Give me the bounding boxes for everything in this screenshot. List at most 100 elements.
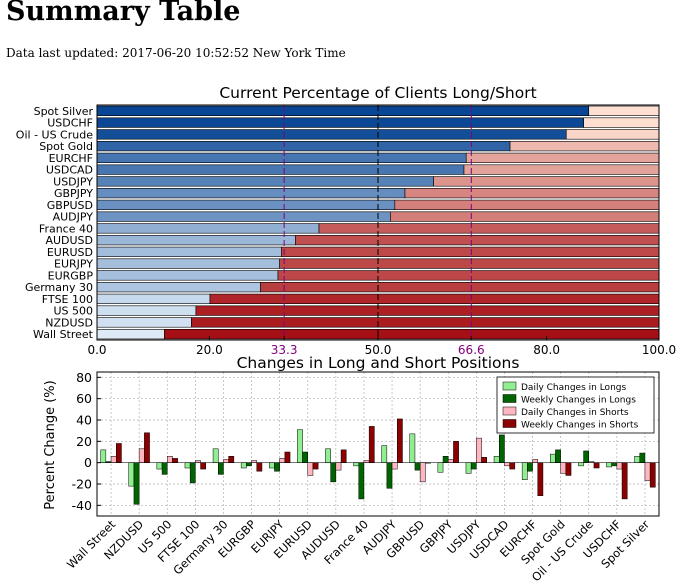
- category-label: GBPUSD: [47, 199, 93, 212]
- short-bar: [195, 305, 660, 316]
- x-tick-label: 50.0: [365, 343, 392, 357]
- change-bar: [312, 462, 319, 470]
- change-bar: [565, 462, 572, 476]
- change-bar: [611, 462, 618, 467]
- change-bar: [240, 462, 247, 469]
- long-bar: [96, 211, 391, 222]
- x-tick-label: 0.0: [87, 343, 106, 357]
- change-bar: [481, 457, 487, 463]
- long-bar: [96, 152, 467, 163]
- change-bar: [246, 462, 252, 467]
- change-bar: [593, 462, 600, 469]
- long-bar: [96, 199, 396, 210]
- change-bar: [639, 452, 646, 463]
- change-bar: [509, 462, 516, 470]
- change-bar: [307, 462, 314, 476]
- legend-swatch: [502, 419, 517, 428]
- legend-swatch: [502, 406, 517, 416]
- change-bar: [172, 458, 178, 463]
- positioning-x-ticks: 0.0 20.0 33.3 50.0 66.6 80.0 100.0: [87, 336, 676, 357]
- category-label: AUDJPY: [53, 211, 94, 224]
- long-bar: [96, 293, 211, 304]
- y-tick-label: 40: [76, 413, 92, 428]
- short-bar: [277, 270, 660, 281]
- x-tick-label: 100.0: [642, 343, 676, 357]
- positioning-chart: Current Percentage of Clients Long/Short…: [16, 84, 676, 357]
- changes-plot-frame: [96, 371, 660, 517]
- change-bar: [325, 448, 331, 463]
- long-bar: [96, 329, 165, 340]
- page-title: Summary Table: [6, 0, 241, 27]
- long-bar: [96, 117, 584, 128]
- change-bar: [358, 462, 365, 500]
- legend-label: Weekly Changes in Shorts: [521, 421, 639, 431]
- category-label: Wall Street: [33, 328, 94, 341]
- x-tick-label: 20.0: [196, 343, 223, 357]
- change-bar: [493, 456, 500, 463]
- legend-label: Daily Changes in Shorts: [521, 408, 629, 418]
- y-tick-label: 80: [76, 370, 92, 385]
- short-bar: [164, 329, 660, 340]
- change-bar: [537, 462, 544, 496]
- category-label: USDCAD: [46, 164, 93, 177]
- long-bar: [96, 270, 279, 281]
- short-bar: [318, 223, 660, 234]
- change-bar: [583, 450, 589, 463]
- y-tick-label: -40: [72, 498, 92, 513]
- change-bar: [138, 448, 145, 463]
- changes-bars: [97, 418, 659, 505]
- long-bar: [96, 305, 197, 316]
- short-bar: [279, 258, 660, 269]
- short-bar: [394, 199, 660, 210]
- y-tick-label: 60: [76, 391, 92, 406]
- change-bar: [504, 462, 510, 467]
- change-bar: [397, 418, 403, 463]
- changes-y-ticks: -40 -20 0 20 40 60 80: [72, 370, 101, 513]
- change-bar: [499, 434, 505, 463]
- change-bar: [381, 445, 388, 463]
- change-bar: [391, 462, 398, 470]
- change-bar: [228, 456, 235, 463]
- change-bar: [606, 462, 612, 468]
- y-tick-label: -20: [72, 477, 92, 492]
- short-bar: [295, 235, 660, 246]
- long-bar: [96, 223, 320, 234]
- change-bar: [476, 437, 482, 463]
- change-bar: [386, 462, 393, 489]
- change-bar: [453, 441, 459, 463]
- change-bar: [550, 453, 556, 463]
- change-bar: [100, 449, 107, 463]
- category-label: Germany 30: [25, 281, 93, 294]
- short-bar: [465, 152, 660, 163]
- change-bar: [363, 460, 370, 463]
- change-bar: [251, 460, 258, 463]
- change-bar: [167, 456, 173, 463]
- y-tick-label: 20: [76, 434, 92, 449]
- change-bar: [161, 462, 168, 475]
- change-bar: [437, 462, 444, 473]
- change-bar: [223, 459, 229, 463]
- long-bar: [96, 129, 567, 140]
- change-bar: [414, 462, 421, 471]
- short-bar: [191, 317, 660, 328]
- change-bar: [184, 462, 191, 469]
- short-bar: [583, 117, 660, 128]
- change-bar: [465, 462, 472, 474]
- short-bar: [281, 246, 660, 257]
- change-bar: [284, 451, 291, 463]
- legend-label: Weekly Changes in Longs: [521, 396, 636, 406]
- changes-chart: Changes in Long and Short Positions -40-…: [43, 354, 660, 584]
- change-bar: [110, 456, 117, 463]
- short-bar: [260, 282, 660, 293]
- category-label: EURJPY: [54, 258, 93, 271]
- change-bar: [133, 462, 140, 505]
- change-bar: [634, 456, 640, 463]
- change-bar: [353, 462, 359, 467]
- change-bar: [644, 462, 651, 482]
- positioning-plot-frame: [96, 104, 660, 341]
- legend-swatch: [502, 394, 517, 403]
- category-label: Spot Silver: [34, 105, 94, 118]
- change-bar: [256, 462, 263, 472]
- category-label: FTSE 100: [42, 293, 93, 306]
